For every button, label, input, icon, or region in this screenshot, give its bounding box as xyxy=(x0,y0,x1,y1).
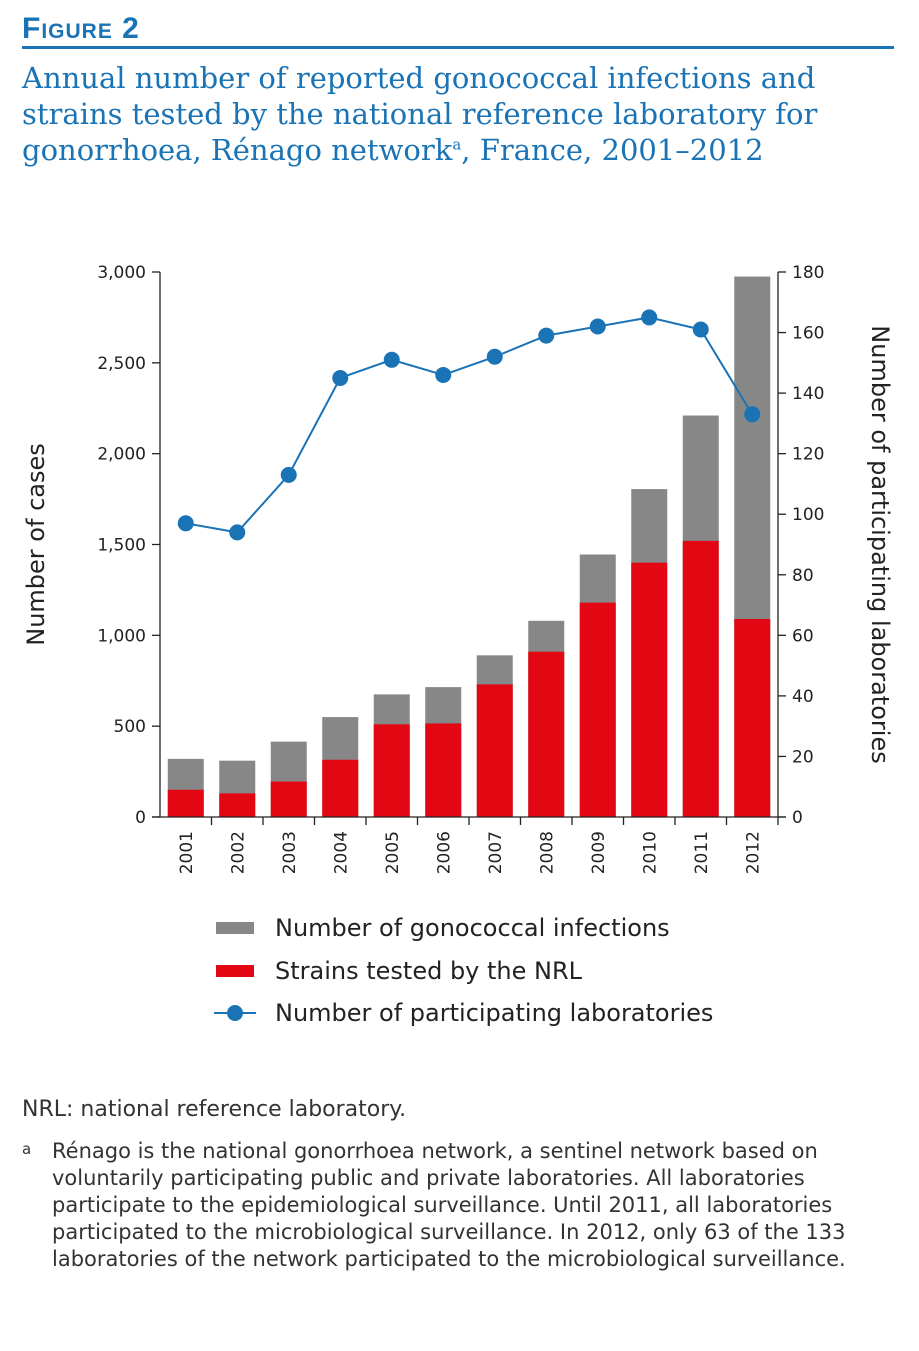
legend-swatch-strains xyxy=(216,965,254,977)
x-tick-label-2009: 2009 xyxy=(589,831,609,874)
x-tick-label-2004: 2004 xyxy=(331,831,351,874)
point-labs-2010 xyxy=(641,309,658,326)
right-tick-label-100: 100 xyxy=(792,505,824,525)
right-tick-label-120: 120 xyxy=(792,445,824,465)
point-labs-2003 xyxy=(280,466,297,483)
bar-strains-2004 xyxy=(322,759,359,817)
x-tick-label-2003: 2003 xyxy=(280,831,300,874)
bar-strains-2009 xyxy=(579,602,616,817)
x-tick-label-2007: 2007 xyxy=(486,831,506,874)
x-tick-label-2008: 2008 xyxy=(537,831,557,874)
line-participating-labs xyxy=(185,316,754,534)
footnote-marker: a xyxy=(22,1140,32,1158)
left-tick-label-0: 0 xyxy=(135,808,146,828)
bar-strains-2006 xyxy=(425,723,462,817)
left-tick-label-500: 500 xyxy=(114,717,146,737)
right-tick-label-40: 40 xyxy=(792,687,814,707)
point-labs-2011 xyxy=(692,321,709,338)
right-tick-label-140: 140 xyxy=(792,384,824,404)
figure-title-tail: , France, 2001–2012 xyxy=(461,133,764,167)
x-tick-label-2006: 2006 xyxy=(434,831,454,874)
right-tick-label-20: 20 xyxy=(792,747,814,767)
footnote-text: Rénago is the national gonorrhoea networ… xyxy=(52,1139,846,1271)
right-tick-label-160: 160 xyxy=(792,324,824,344)
x-tick-label-2002: 2002 xyxy=(228,831,248,874)
left-tick-label-2500: 2,500 xyxy=(97,354,146,374)
abbreviation-note: NRL: national reference laboratory. xyxy=(22,1097,407,1122)
point-labs-2001 xyxy=(177,515,194,532)
point-labs-2007 xyxy=(486,348,503,365)
bar-strains-2002 xyxy=(219,793,256,817)
bar-strains-2001 xyxy=(167,789,204,817)
bar-strains-2005 xyxy=(373,724,410,817)
right-tick-label-60: 60 xyxy=(792,626,814,646)
point-labs-2002 xyxy=(229,524,246,541)
figure-label: Figure 2 xyxy=(22,12,140,45)
x-tick-label-2012: 2012 xyxy=(743,831,763,874)
right-tick-label-180: 180 xyxy=(792,263,824,283)
legend-swatch-infections xyxy=(216,922,254,934)
point-labs-2004 xyxy=(332,369,349,386)
point-labs-2012 xyxy=(744,406,761,423)
bar-strains-2007 xyxy=(476,684,513,817)
point-labs-2008 xyxy=(538,327,555,344)
figure-title-footnote-mark: a xyxy=(452,135,462,154)
x-tick-label-2011: 2011 xyxy=(692,831,712,874)
legend-label-infections: Number of gonococcal infections xyxy=(275,914,670,942)
left-tick-label-1500: 1,500 xyxy=(97,536,146,556)
figure-rule xyxy=(22,46,894,49)
left-tick-label-1000: 1,000 xyxy=(97,626,146,646)
legend-marker-labs xyxy=(227,1005,243,1021)
bar-strains-2008 xyxy=(528,651,565,817)
bar-strains-2012 xyxy=(734,618,771,817)
x-tick-label-2001: 2001 xyxy=(177,831,197,874)
bar-strains-2010 xyxy=(631,562,668,817)
left-tick-label-2000: 2,000 xyxy=(97,445,146,465)
x-tick-label-2010: 2010 xyxy=(640,831,660,874)
legend-label-strains: Strains tested by the NRL xyxy=(275,957,583,985)
legend-label-labs: Number of participating laboratories xyxy=(275,999,713,1027)
figure-title-text: Annual number of reported gonococcal inf… xyxy=(22,61,818,167)
y-axis-title-right: Number of participating laboratories xyxy=(866,325,894,763)
chart: 0 500 1,000 1,500 2,000 2,500 3,000 0 20 40 60 80 10… xyxy=(22,263,894,1027)
right-tick-label-0: 0 xyxy=(792,808,803,828)
bar-strains-2011 xyxy=(682,540,719,817)
y-axis-title-left: Number of cases xyxy=(22,443,50,645)
bar-strains-2003 xyxy=(270,781,307,817)
point-labs-2009 xyxy=(589,318,606,335)
left-tick-label-3000: 3,000 xyxy=(97,263,146,283)
figure-title: Annual number of reported gonococcal inf… xyxy=(22,60,882,168)
right-tick-label-80: 80 xyxy=(792,566,814,586)
point-labs-2006 xyxy=(435,366,452,383)
point-labs-2005 xyxy=(383,351,400,368)
x-tick-label-2005: 2005 xyxy=(383,831,403,874)
